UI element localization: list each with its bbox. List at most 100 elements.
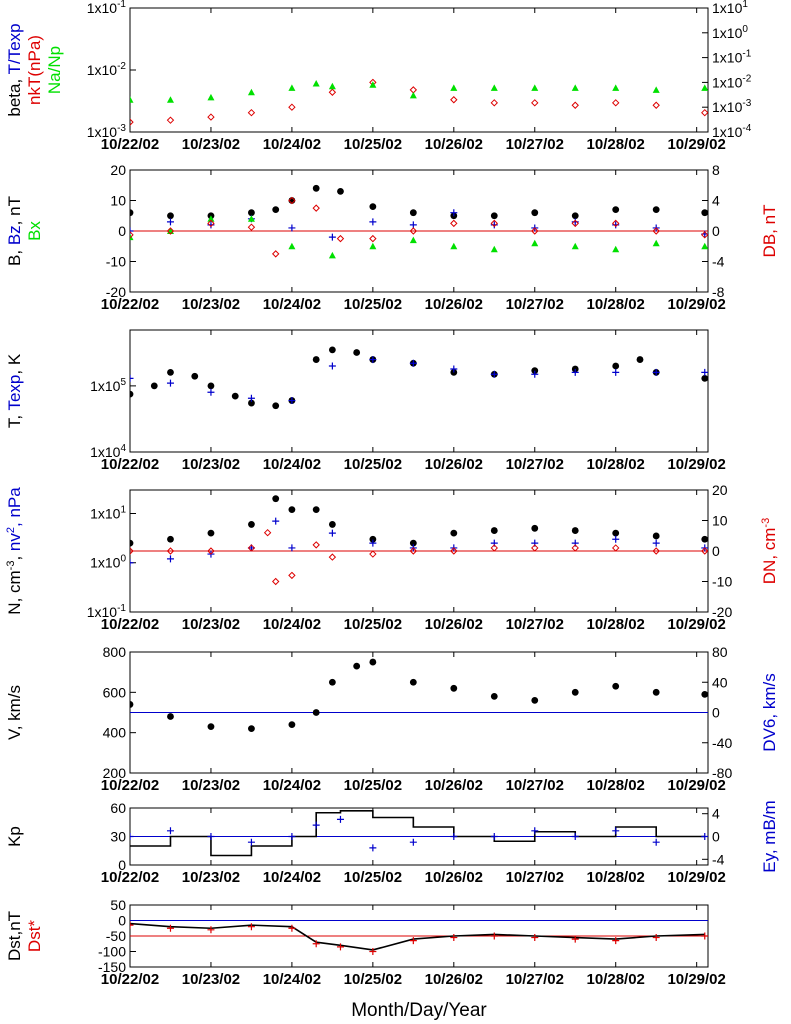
data-point [450,684,458,692]
x-tick-label: 10/29/02 [667,296,725,313]
x-tick-label: 10/22/02 [101,616,159,633]
data-point [191,372,199,380]
data-point [531,544,539,552]
data-point [248,209,255,217]
data-point [288,224,296,232]
data-point [288,196,296,205]
data-point [612,535,620,543]
data-point [652,547,660,555]
y2-tick-label: -10 [712,574,732,590]
series-line [130,810,705,857]
x-tick-label: 10/22/02 [101,296,159,313]
data-point [490,692,498,700]
data-point [490,221,498,229]
data-point [531,99,539,107]
y2-axis-label: DN, cm-3 [760,518,779,584]
series-group [130,921,708,955]
data-point [167,809,174,816]
y-tick-label: 0 [118,913,126,929]
data-point [207,529,215,537]
x-tick-label: 10/29/02 [667,971,725,988]
data-point [369,81,377,88]
x-tick-label: 10/22/02 [101,456,159,473]
data-point [531,697,539,704]
y2-tick-label: 20 [712,482,728,498]
data-point [701,368,708,376]
data-point [652,227,660,235]
data-point [652,838,660,846]
data-point [636,356,644,363]
x-tick-label: 10/22/02 [101,777,159,794]
data-point [612,682,620,690]
y2-tick-label: 1x100 [712,24,748,41]
data-point [312,356,320,363]
x-tick-label: 10/28/02 [587,296,645,313]
data-point [612,362,620,370]
x-tick-label: 10/24/02 [263,616,321,633]
data-point [369,948,377,955]
data-point [572,806,579,813]
data-point [328,251,336,259]
data-point [409,209,417,217]
data-point [272,206,280,214]
data-point [409,221,417,229]
panel-5: 10/22/02 10/23/02 10/24/02 10/25/02 10/26/02… [5,644,779,825]
data-point [369,550,377,558]
plot-frame [129,329,709,453]
y-tick-label: -20 [106,284,126,300]
data-point [272,495,280,503]
data-point [612,221,620,229]
data-point [450,814,457,821]
data-point [369,818,376,825]
data-point [612,368,620,376]
data-point [207,388,215,396]
data-point [288,924,296,932]
data-point [409,838,417,846]
data-point [166,547,175,555]
y2-tick-label: 1x10-3 [712,98,752,115]
panel-3: 10/22/02 10/23/02 10/24/02 10/25/02 10/26/02… [5,329,726,473]
y-tick-label: 1x10-1 [87,0,127,16]
data-point [612,529,620,537]
data-point [701,833,708,840]
data-point [272,517,280,525]
data-point [701,932,708,940]
data-point [328,529,336,537]
data-point [652,532,660,540]
data-point [531,227,539,235]
data-point [612,827,620,835]
data-point [531,367,539,375]
data-point [369,844,377,852]
data-point [288,571,296,580]
data-point [130,921,134,929]
data-point [450,934,458,942]
data-point [248,521,255,528]
data-point [531,239,539,247]
data-point [328,346,336,354]
data-point [130,701,134,708]
data-point [571,833,579,840]
data-point [312,709,320,716]
data-point [490,212,498,220]
x-axis-title: Month/Day/Year [351,1000,487,1021]
data-point [247,215,255,222]
x-tick-label: 10/24/02 [263,456,321,473]
data-point [652,239,660,247]
data-point [312,541,320,549]
x-tick-label: 10/28/02 [587,869,645,886]
data-point [288,506,296,513]
y-axis-label: beta, T/Texp [5,23,24,116]
data-point [571,688,579,696]
y-tick-label: 600 [103,684,127,700]
data-point [353,349,361,356]
data-point [336,815,344,823]
y-tick-label: 1x100 [90,554,126,571]
y-tick-label: 1x10-1 [87,603,127,620]
data-point [369,658,377,666]
data-point [571,368,579,376]
y-axis-label: Dst,nT [5,911,24,961]
x-tick-label: 10/29/02 [667,777,725,794]
y-tick-label: 0 [118,223,126,239]
data-point [247,923,255,931]
data-point [272,577,280,586]
